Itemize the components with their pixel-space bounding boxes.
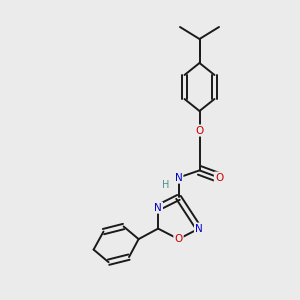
Text: O: O [215,172,223,183]
Text: N: N [175,172,182,183]
Text: H: H [162,180,169,190]
Text: N: N [195,224,203,234]
Text: O: O [174,234,183,244]
Text: O: O [195,125,204,136]
Text: N: N [154,202,162,213]
